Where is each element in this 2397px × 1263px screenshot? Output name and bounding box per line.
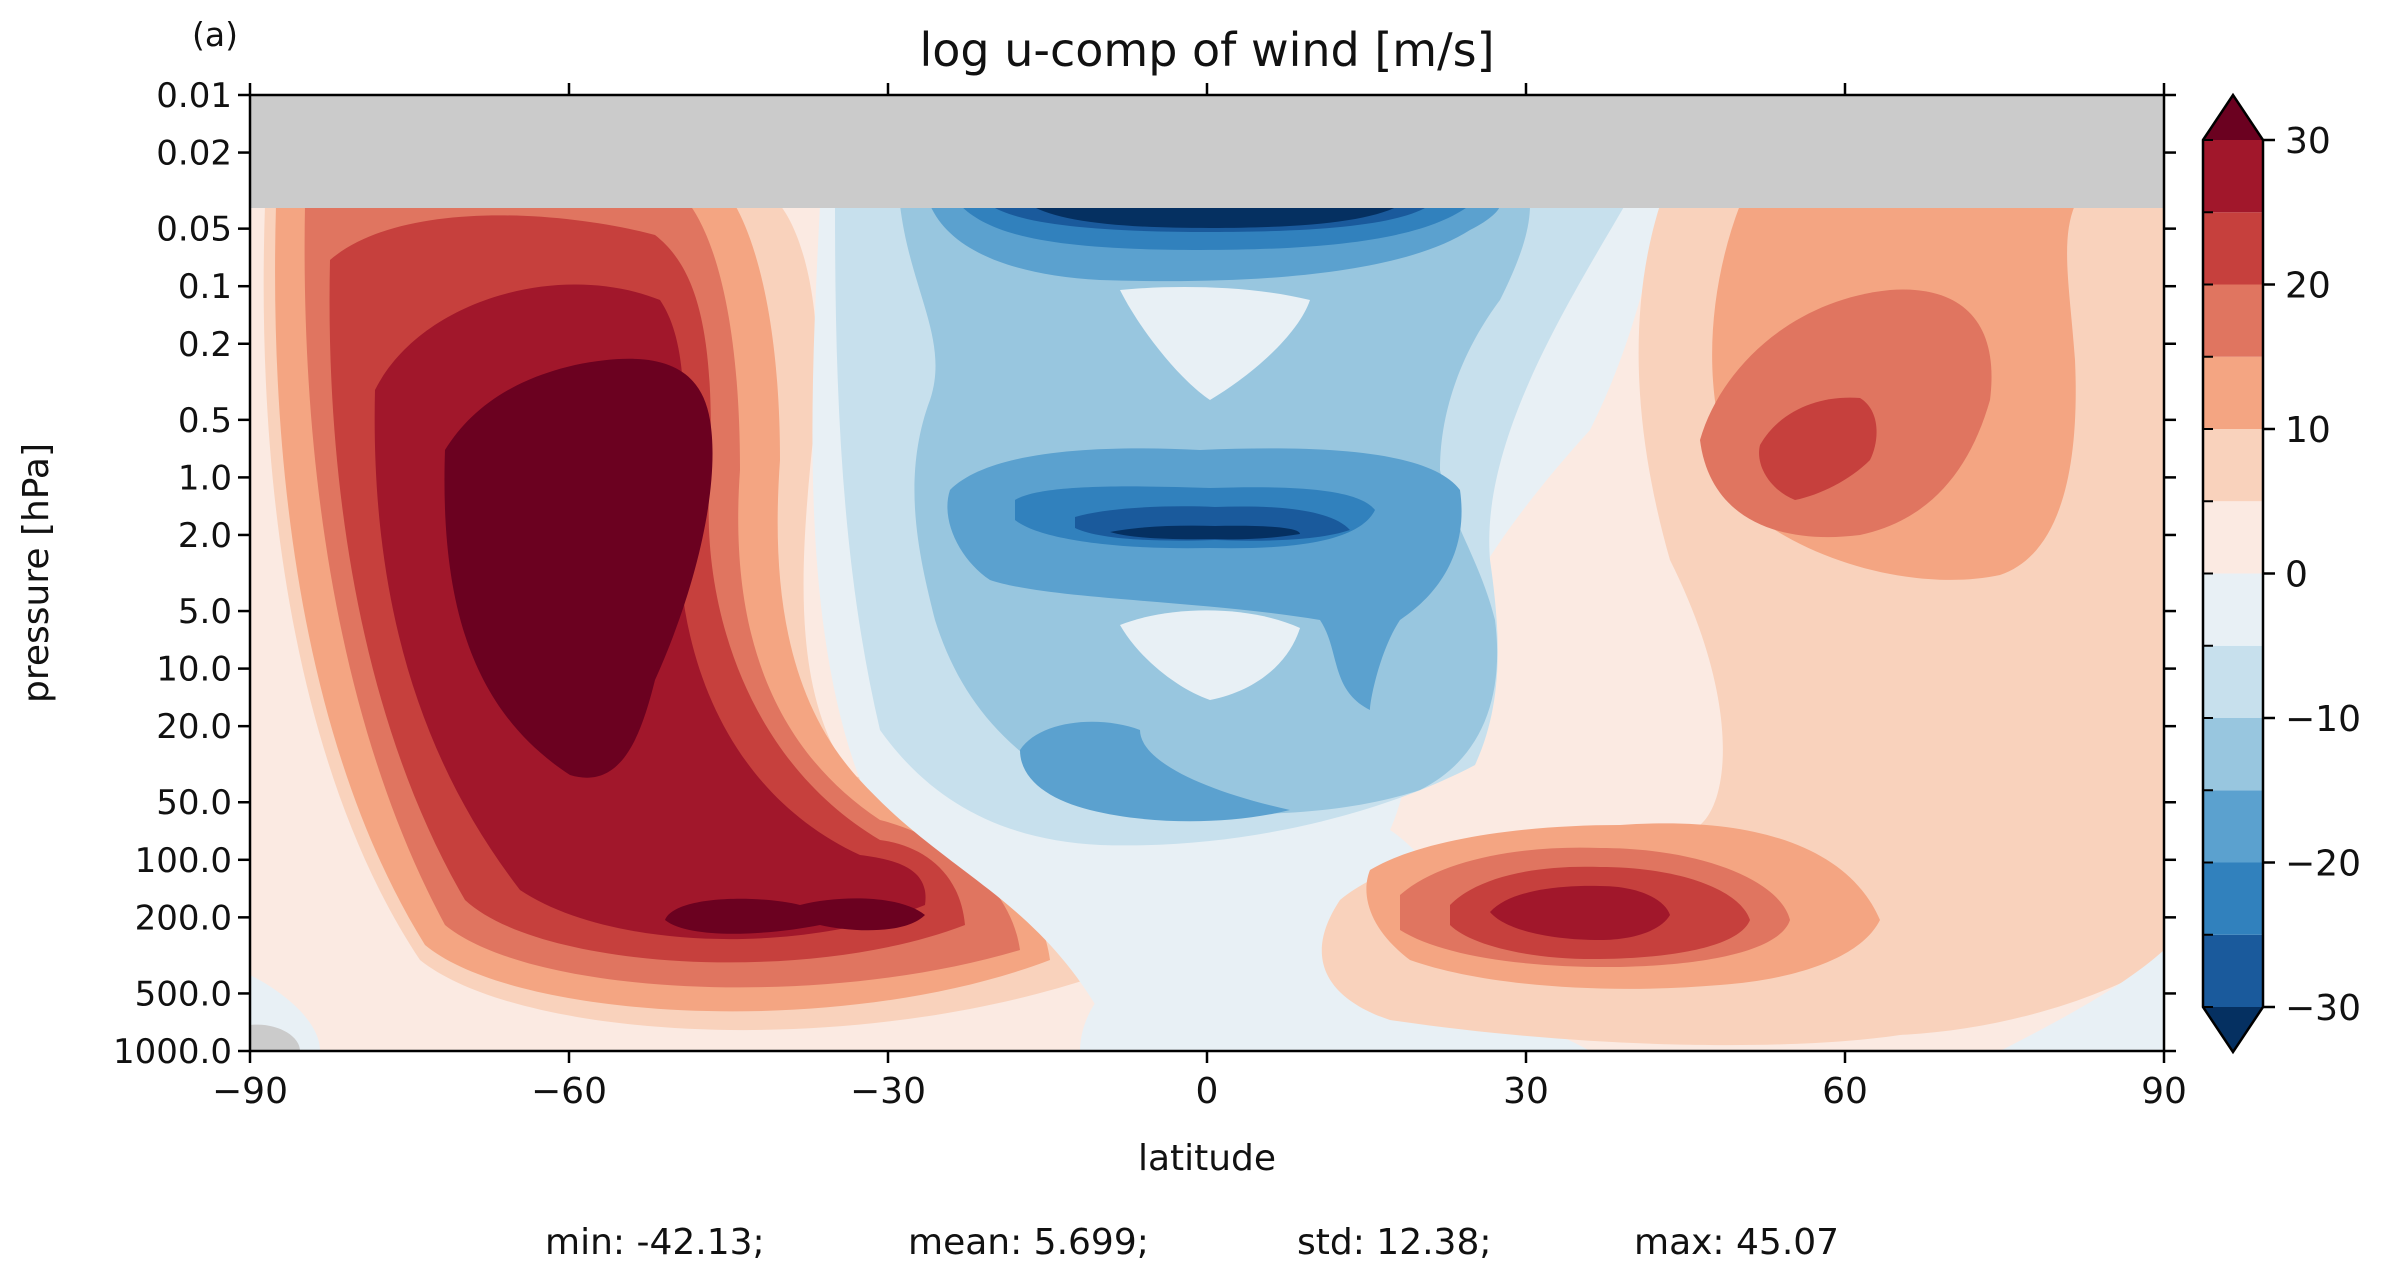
contour-trop-neg30-mid — [1110, 525, 1300, 540]
colorbar-band — [2203, 501, 2263, 574]
no-data-region — [250, 95, 2164, 208]
stats-line: min: -42.13; mean: 5.699; std: 12.38; ma… — [545, 1222, 1839, 1263]
colorbar-tick-label: 30 — [2285, 121, 2331, 162]
x-axis-label: latitude — [1138, 1138, 1276, 1179]
colorbar-tick-label: −30 — [2285, 988, 2361, 1029]
x-tick-label: −30 — [850, 1071, 926, 1112]
y-tick-label: 20.0 — [156, 707, 232, 747]
y-tick-label: 50.0 — [156, 783, 232, 823]
colorbar-band — [2203, 645, 2263, 718]
x-tick-label: −90 — [212, 1071, 288, 1112]
stat-std: std: 12.38; — [1297, 1222, 1491, 1263]
y-tick-label: 0.5 — [178, 401, 232, 441]
contour-sh-30-strat — [444, 358, 713, 778]
panel-label: (a) — [192, 15, 238, 54]
colorbar-tick-label: −20 — [2285, 844, 2361, 885]
contour-surface-nh-neg — [2000, 950, 2164, 1051]
y-tick-label: 5.0 — [178, 592, 232, 632]
contour-nh-25-trop — [1490, 885, 1670, 940]
contour-fills — [250, 205, 2164, 1051]
stat-max: max: 45.07 — [1634, 1222, 1839, 1263]
colorbar-band — [2203, 284, 2263, 357]
contour-trop-weak-lower — [1120, 610, 1300, 700]
plot-area — [250, 95, 2164, 1051]
y-tick-label: 0.05 — [156, 210, 232, 250]
stat-min: min: -42.13; — [545, 1222, 765, 1263]
colorbar-tick-label: 0 — [2285, 555, 2308, 596]
colorbar-extend-min — [2203, 1007, 2263, 1052]
colorbar-tick-label: 20 — [2285, 266, 2331, 307]
colorbar-band — [2203, 140, 2263, 213]
colorbar-band — [2203, 212, 2263, 285]
y-tick-label: 0.1 — [178, 267, 232, 307]
colorbar: −30 −20 −10 0 10 20 30 — [2201, 92, 2361, 1055]
colorbar-tick-label: 10 — [2285, 410, 2331, 451]
colorbar-band — [2203, 718, 2263, 791]
colorbar-band — [2203, 934, 2263, 1007]
no-data-surface — [250, 1024, 300, 1051]
contour-trop-neg30-upper — [1030, 205, 1400, 228]
x-tick-label: 0 — [1196, 1071, 1219, 1112]
colorbar-band — [2203, 573, 2263, 646]
x-tick-label: 30 — [1503, 1071, 1549, 1112]
y-tick-label: 10.0 — [156, 650, 232, 690]
y-tick-label: 500.0 — [135, 974, 232, 1014]
y-tick-label: 100.0 — [135, 841, 232, 881]
y-tick-label: 2.0 — [178, 516, 232, 556]
contour-sh-30-trop — [665, 898, 925, 934]
contour-nh-20-strat — [1759, 397, 1877, 500]
colorbar-tick-label: −10 — [2285, 699, 2361, 740]
x-tick-label: 90 — [2141, 1071, 2187, 1112]
colorbar-band — [2203, 429, 2263, 502]
stat-mean: mean: 5.699; — [908, 1222, 1149, 1263]
chart-title: log u-comp of wind [m/s] — [919, 23, 1494, 77]
y-tick-label: 1000.0 — [113, 1032, 232, 1072]
contour-trop-neg15-low — [1020, 721, 1290, 822]
colorbar-extend-max — [2203, 95, 2263, 140]
y-tick-label: 0.01 — [156, 76, 232, 116]
y-axis-label: pressure [hPa] — [16, 443, 57, 703]
y-tick-label: 1.0 — [178, 458, 232, 498]
colorbar-band — [2203, 356, 2263, 429]
x-tick-label: 60 — [1822, 1071, 1868, 1112]
x-axis: −90 −60 −30 0 30 60 90 — [212, 83, 2187, 1112]
y-axis: 0.01 0.02 0.05 0.1 0.2 0.5 1.0 2.0 5.0 10.0 20.0 50… — [113, 76, 2176, 1072]
y-tick-label: 0.02 — [156, 134, 232, 174]
contour-trop-weak-upper — [1120, 287, 1310, 400]
y-tick-label: 200.0 — [135, 898, 232, 938]
colorbar-band — [2203, 790, 2263, 863]
colorbar-band — [2203, 862, 2263, 935]
x-tick-label: −60 — [531, 1071, 607, 1112]
y-tick-label: 0.2 — [178, 325, 232, 365]
